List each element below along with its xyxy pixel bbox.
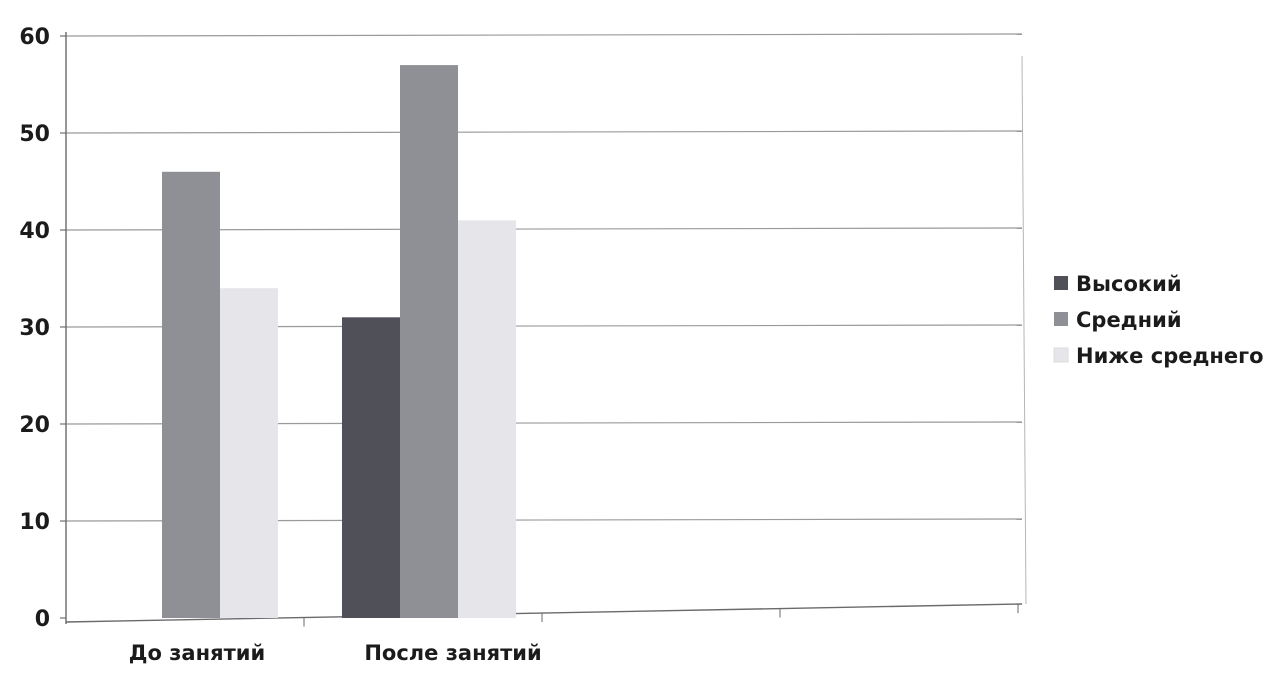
y-tick-label: 50 (19, 122, 50, 147)
x-tick-label: После занятий (364, 641, 541, 665)
y-tick-label: 30 (19, 316, 50, 341)
plot-border (1021, 55, 1027, 605)
legend-swatch (1054, 312, 1068, 326)
bar (220, 288, 278, 618)
legend: Высокий Средний Ниже среднего (1053, 272, 1264, 368)
bar (162, 171, 220, 619)
gridline (65, 130, 1023, 134)
x-tick-label: До занятий (129, 641, 265, 665)
bars (162, 65, 516, 619)
bar (458, 220, 516, 619)
y-tick-label: 40 (19, 219, 50, 244)
y-tick-label: 20 (19, 413, 50, 438)
y-tick-label: 60 (19, 25, 50, 50)
bar (400, 65, 458, 619)
legend-label: Средний (1076, 308, 1182, 332)
legend-swatch (1054, 276, 1068, 290)
x-axis-line (65, 603, 1023, 623)
y-tick-label: 0 (35, 607, 50, 632)
legend-label: Высокий (1076, 272, 1182, 296)
gridline (65, 33, 1023, 37)
legend-swatch (1053, 347, 1069, 363)
tick-labels: 0 10 20 30 40 50 60 До занятий После занятий (19, 25, 541, 665)
bar (342, 317, 400, 618)
axes (60, 32, 1027, 627)
legend-label: Ниже среднего (1076, 344, 1264, 368)
gridline (65, 227, 1023, 231)
y-tick-label: 10 (19, 510, 50, 535)
